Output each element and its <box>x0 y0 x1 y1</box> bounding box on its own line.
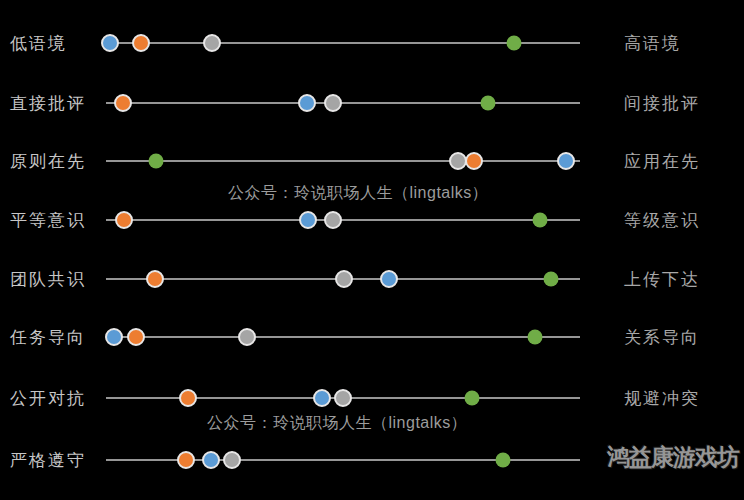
data-dot-green <box>464 391 479 406</box>
dimension-right-label: 间接批评 <box>624 92 700 115</box>
data-dot-green <box>544 272 559 287</box>
data-dot-green <box>533 213 548 228</box>
dimension-left-label: 低语境 <box>10 32 67 55</box>
dimension-left-label: 平等意识 <box>10 209 86 232</box>
data-dot-orange <box>115 211 133 229</box>
dimension-left-label: 严格遵守 <box>10 449 86 472</box>
data-dot-orange <box>127 328 145 346</box>
data-dot-orange <box>114 94 132 112</box>
dimension-left-label: 任务导向 <box>10 326 86 349</box>
dimension-right-label: 等级意识 <box>624 209 700 232</box>
wechat-account-annotation: 公众号：玲说职场人生（lingtalks） <box>207 413 467 434</box>
site-watermark: 鸿益康游戏坊 <box>607 442 739 473</box>
data-dot-orange <box>177 451 195 469</box>
data-dot-blue <box>298 94 316 112</box>
data-dot-gray <box>324 211 342 229</box>
data-dot-gray <box>223 451 241 469</box>
data-dot-blue <box>557 152 575 170</box>
data-dot-blue <box>101 34 119 52</box>
data-dot-orange <box>132 34 150 52</box>
scale-line <box>106 160 580 162</box>
data-dot-gray <box>334 389 352 407</box>
scale-line <box>106 102 580 104</box>
scale-line <box>106 336 580 338</box>
data-dot-blue <box>202 451 220 469</box>
scale-line <box>106 219 580 221</box>
dimension-left-label: 公开对抗 <box>10 387 86 410</box>
wechat-account-annotation: 公众号：玲说职场人生（lingtalks） <box>228 183 488 204</box>
data-dot-orange <box>146 270 164 288</box>
data-dot-blue <box>313 389 331 407</box>
culture-dimensions-chart: 低语境 高语境直接批评 间接批评原则在先 应用在先平等意识 等级意识团队共识 上传下达任务… <box>0 0 744 500</box>
data-dot-green <box>507 36 522 51</box>
dimension-right-label: 关系导向 <box>624 326 700 349</box>
data-dot-blue <box>105 328 123 346</box>
dimension-right-label: 高语境 <box>624 32 681 55</box>
data-dot-green <box>527 330 542 345</box>
data-dot-gray <box>203 34 221 52</box>
data-dot-green <box>496 453 511 468</box>
data-dot-gray <box>238 328 256 346</box>
data-dot-orange <box>179 389 197 407</box>
data-dot-gray <box>335 270 353 288</box>
dimension-left-label: 团队共识 <box>10 268 86 291</box>
data-dot-green <box>148 154 163 169</box>
data-dot-gray <box>324 94 342 112</box>
dimension-right-label: 上传下达 <box>624 268 700 291</box>
dimension-right-label: 规避冲突 <box>624 387 700 410</box>
data-dot-blue <box>380 270 398 288</box>
dimension-right-label: 应用在先 <box>624 150 700 173</box>
dimension-left-label: 原则在先 <box>10 150 86 173</box>
dimension-left-label: 直接批评 <box>10 92 86 115</box>
data-dot-blue <box>299 211 317 229</box>
data-dot-orange <box>465 152 483 170</box>
data-dot-green <box>481 96 496 111</box>
